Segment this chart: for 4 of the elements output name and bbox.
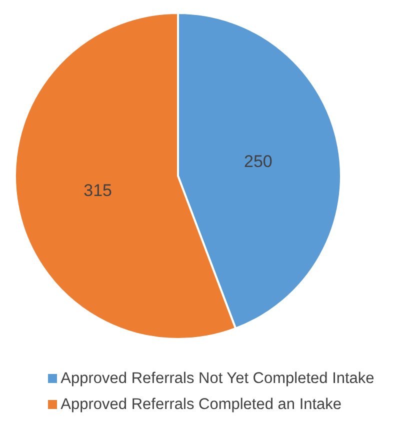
data-label: 250	[244, 152, 272, 171]
data-label: 315	[84, 181, 112, 200]
legend-label: Approved Referrals Completed an Intake	[60, 396, 342, 413]
legend-label: Approved Referrals Not Yet Completed Intake	[60, 370, 374, 387]
